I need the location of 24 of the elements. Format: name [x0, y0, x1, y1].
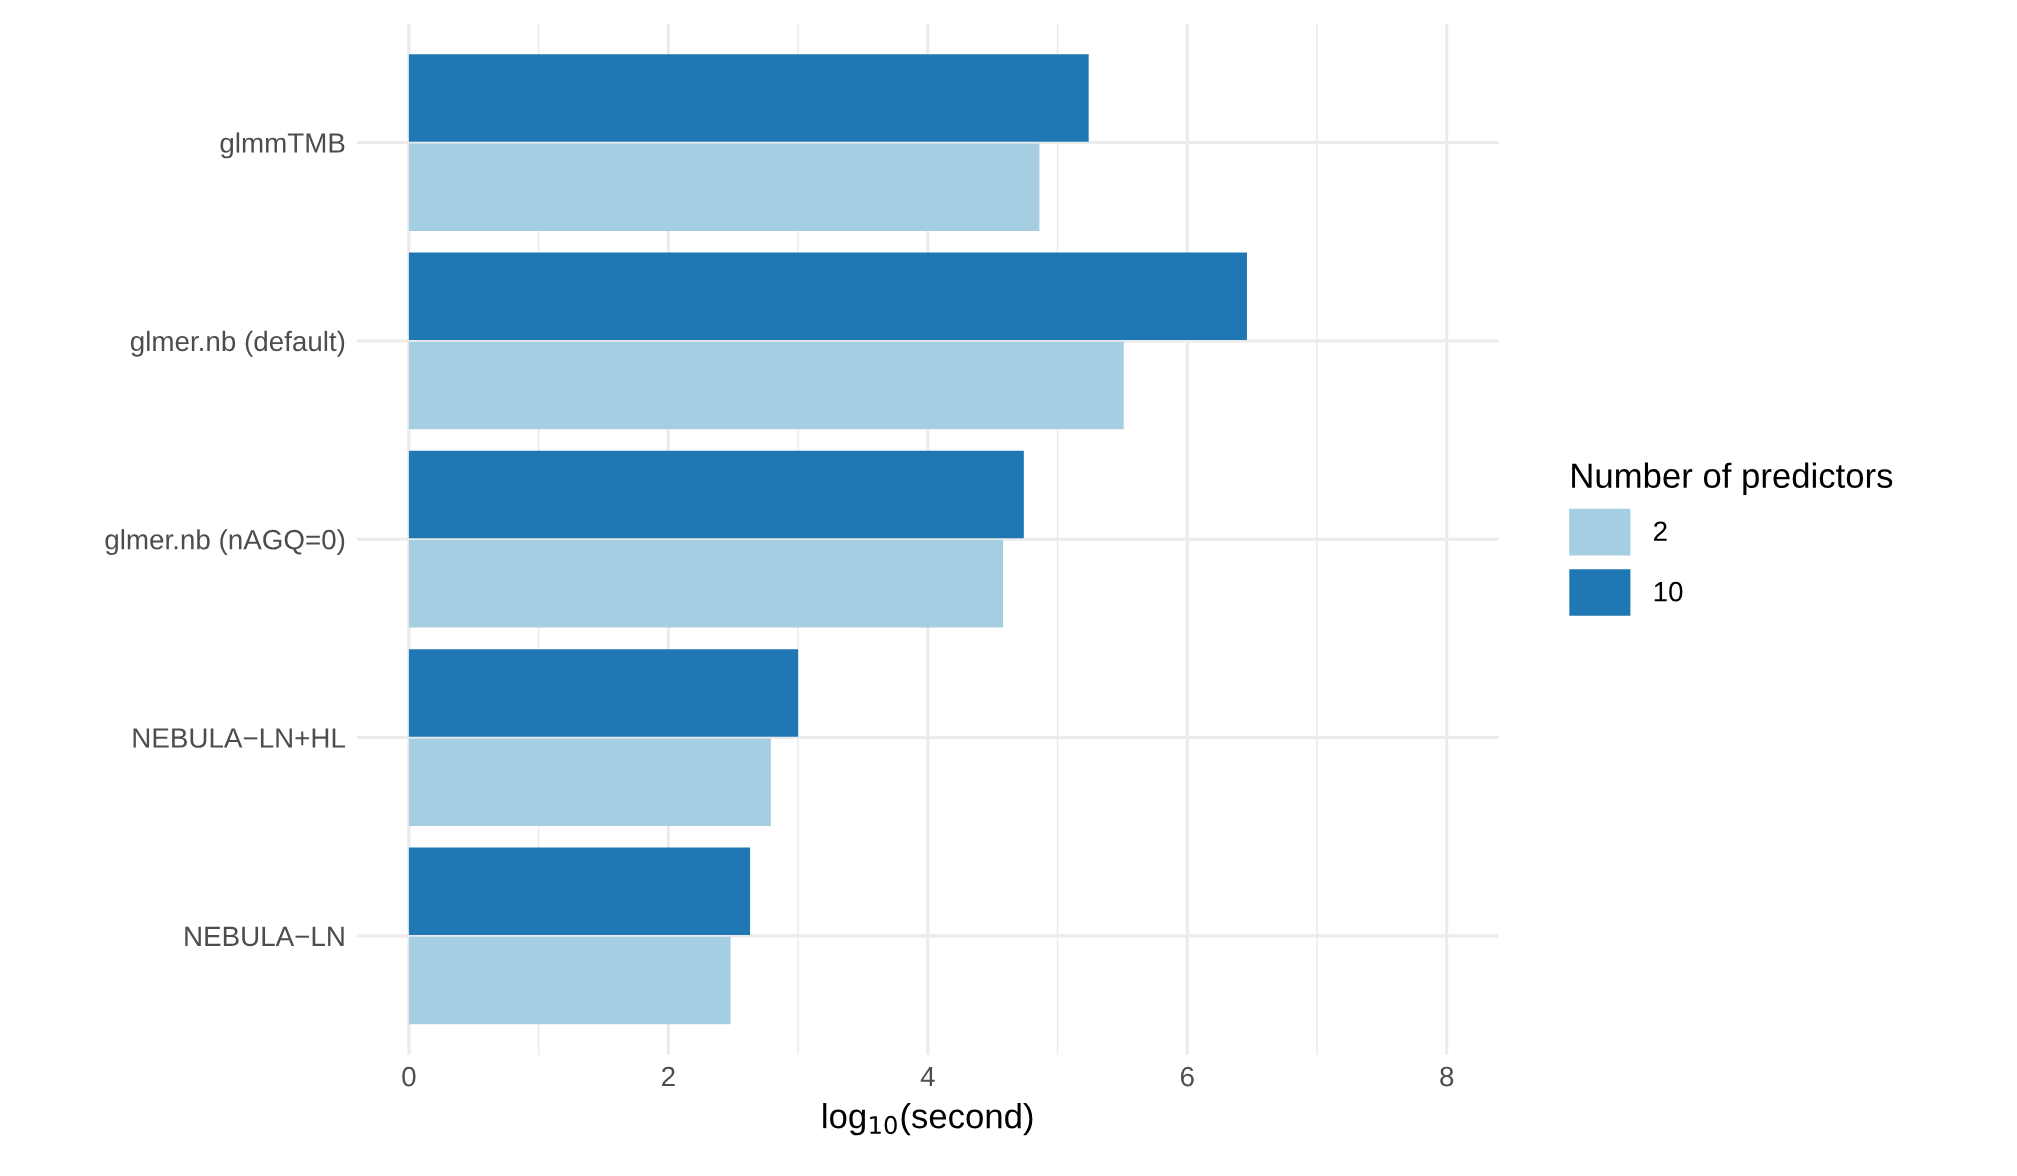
bar: [408, 649, 799, 737]
y-tick-label: NEBULA−LN+HL: [133, 728, 345, 748]
bar: [408, 341, 1124, 430]
x-tick-label: 2: [662, 1066, 675, 1087]
x-tick-label: 4: [920, 1067, 935, 1087]
y-tick-label: glmer.nb (default): [130, 330, 345, 357]
bar: [408, 847, 751, 935]
y-tick-label: glmmTMB: [220, 132, 345, 159]
x-tick-label: 6: [1180, 1066, 1194, 1087]
legend-title: Number of predictors: [1572, 462, 1893, 495]
legend-label: 2: [1654, 521, 1667, 541]
bar: [408, 143, 1040, 231]
y-tick-label: NEBULA−LN: [185, 926, 344, 947]
legend-label: 10: [1654, 581, 1683, 602]
bar: [408, 540, 1004, 628]
bar: [408, 936, 731, 1025]
bar: [408, 738, 771, 826]
bar: [408, 450, 1024, 539]
y-tick-label: glmer.nb (nAGQ=0): [105, 529, 345, 556]
x-tick-label: 8: [1440, 1066, 1454, 1087]
bar: [408, 54, 1089, 142]
bar: [408, 252, 1247, 340]
x-tick-label: 0: [402, 1066, 416, 1087]
x-axis-title: log$_{10}$(second): [823, 1102, 1033, 1136]
